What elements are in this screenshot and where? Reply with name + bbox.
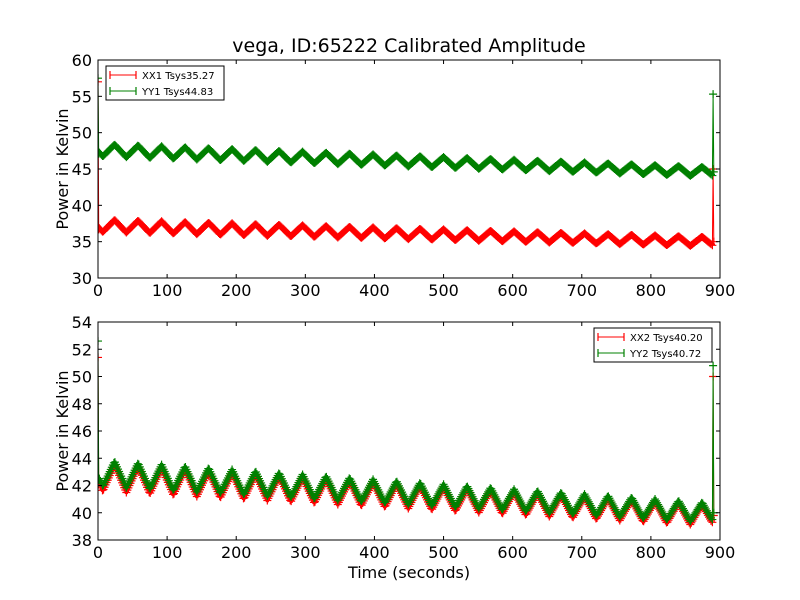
y-tick-label: 38	[72, 531, 92, 550]
y-tick-label: 52	[72, 340, 92, 359]
y-tick-label: 40	[72, 504, 92, 523]
series-yy1	[98, 74, 718, 180]
x-tick-label: 500	[428, 281, 459, 300]
chart-1: 0 100 200 300 400 500 600 700 800 900 30 35 40 45 50 55…	[53, 35, 735, 300]
legend-item: XX1 Tsys35.27	[109, 71, 215, 82]
y-tick-label: 44	[72, 449, 92, 468]
series-xx1	[98, 77, 718, 250]
x-tick-label: 0	[93, 543, 103, 562]
x-tick-label: 400	[359, 543, 390, 562]
x-tick-label: 800	[636, 281, 667, 300]
y-tick-label: 45	[72, 160, 92, 179]
y-tick-label: 35	[72, 233, 92, 252]
y-tick-label: 60	[72, 51, 92, 70]
x-tick-label: 400	[359, 281, 390, 300]
legend-item: YY2 Tsys40.72	[597, 349, 701, 360]
x-tick-label: 100	[152, 281, 183, 300]
y-axis-label: Power in Kelvin	[53, 370, 72, 491]
chart-2: 0 100 200 300 400 500 600 700 800 900 38 40 42 44 46 48…	[53, 313, 735, 582]
y-tick-label: 48	[72, 395, 92, 414]
legend-label: YY2 Tsys40.72	[629, 349, 701, 360]
legend-label: XX1 Tsys35.27	[142, 71, 215, 82]
y-tick-label: 55	[72, 87, 92, 106]
x-tick-label: 900	[705, 281, 736, 300]
x-tick-label: 600	[497, 543, 528, 562]
y-tick-label: 42	[72, 477, 92, 496]
legend-item: XX2 Tsys40.20	[597, 333, 703, 344]
y-tick-label: 46	[72, 422, 92, 441]
legend-marker	[597, 333, 625, 341]
y-tick-label: 30	[72, 269, 92, 288]
x-tick-label: 200	[221, 543, 252, 562]
legend-marker	[109, 71, 137, 79]
y-tick-label: 50	[72, 124, 92, 143]
x-tick-label: 0	[93, 281, 103, 300]
x-tick-label: 200	[221, 281, 252, 300]
plot-area	[98, 337, 718, 529]
legend-marker	[109, 87, 137, 95]
legend-label: YY1 Tsys44.83	[141, 87, 213, 98]
series-yy2	[98, 337, 718, 526]
x-tick-label: 800	[636, 543, 667, 562]
x-tick-label: 100	[152, 543, 183, 562]
legend-box	[593, 327, 713, 363]
y-tick-label: 50	[72, 368, 92, 387]
series-markers	[98, 337, 718, 526]
chart-title: vega, ID:65222 Calibrated Amplitude	[232, 35, 585, 57]
y-axis-label: Power in Kelvin	[53, 108, 72, 229]
legend-item: YY1 Tsys44.83	[109, 87, 213, 98]
legend-marker	[597, 349, 625, 357]
legend-box	[105, 65, 225, 101]
y-tick-label: 40	[72, 196, 92, 215]
legend: XX1 Tsys35.27 YY1 Tsys44.83	[105, 65, 225, 101]
series-markers	[98, 74, 718, 180]
x-tick-label: 700	[567, 281, 598, 300]
x-tick-label: 300	[290, 281, 321, 300]
legend-label: XX2 Tsys40.20	[630, 333, 703, 344]
x-tick-label: 700	[567, 543, 598, 562]
plot-area	[98, 74, 718, 250]
x-tick-label: 600	[497, 281, 528, 300]
y-tick-label: 54	[72, 313, 92, 332]
x-tick-label: 300	[290, 543, 321, 562]
x-tick-label: 900	[705, 543, 736, 562]
x-tick-label: 500	[428, 543, 459, 562]
series-markers	[98, 77, 718, 250]
legend: XX2 Tsys40.20 YY2 Tsys40.72	[593, 327, 713, 363]
x-axis-label: Time (seconds)	[347, 563, 470, 582]
